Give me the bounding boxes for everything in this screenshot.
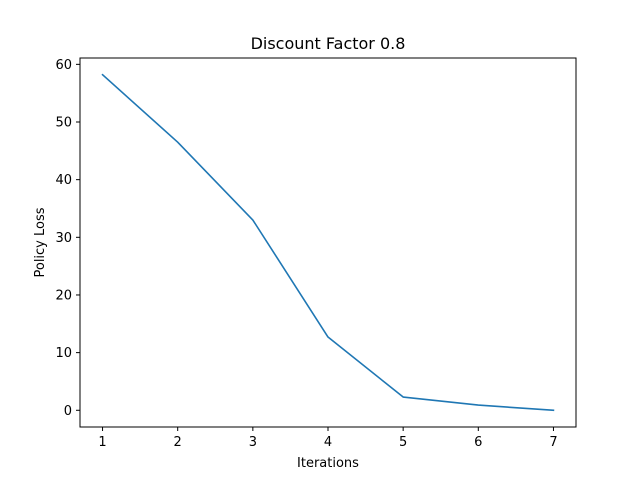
y-tick-label: 10 [55,346,72,361]
x-axis-label: Iterations [297,456,359,471]
x-tick-label: 2 [174,435,182,450]
x-tick-label: 5 [399,435,407,450]
y-tick-label: 30 [55,231,72,246]
x-axis-ticks: 1 2 3 4 5 6 7 [98,427,558,450]
y-tick-label: 60 [55,58,72,73]
x-tick-label: 7 [549,435,557,450]
x-tick-label: 4 [324,435,332,450]
y-axis-ticks: 0 10 20 30 40 50 60 [55,58,80,419]
y-tick-label: 40 [55,173,72,188]
y-tick-label: 0 [64,404,72,419]
x-tick-label: 3 [249,435,257,450]
chart-title: Discount Factor 0.8 [251,34,406,53]
y-axis-label: Policy Loss [33,207,48,277]
x-tick-label: 1 [98,435,106,450]
series-line-0 [101,73,555,412]
x-tick-label: 6 [474,435,482,450]
y-tick-label: 20 [55,288,72,303]
y-tick-label: 50 [55,115,72,130]
series-layer [101,73,555,412]
